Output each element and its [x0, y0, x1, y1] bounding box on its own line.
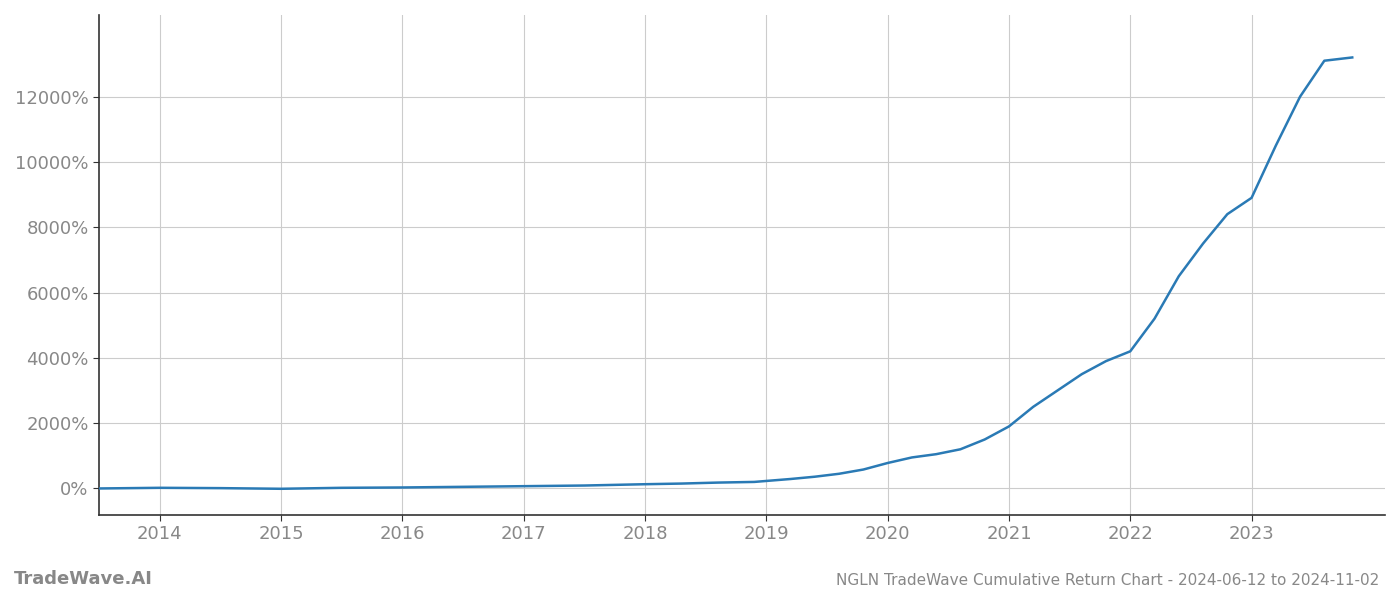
Text: NGLN TradeWave Cumulative Return Chart - 2024-06-12 to 2024-11-02: NGLN TradeWave Cumulative Return Chart -…	[836, 573, 1379, 588]
Text: TradeWave.AI: TradeWave.AI	[14, 570, 153, 588]
